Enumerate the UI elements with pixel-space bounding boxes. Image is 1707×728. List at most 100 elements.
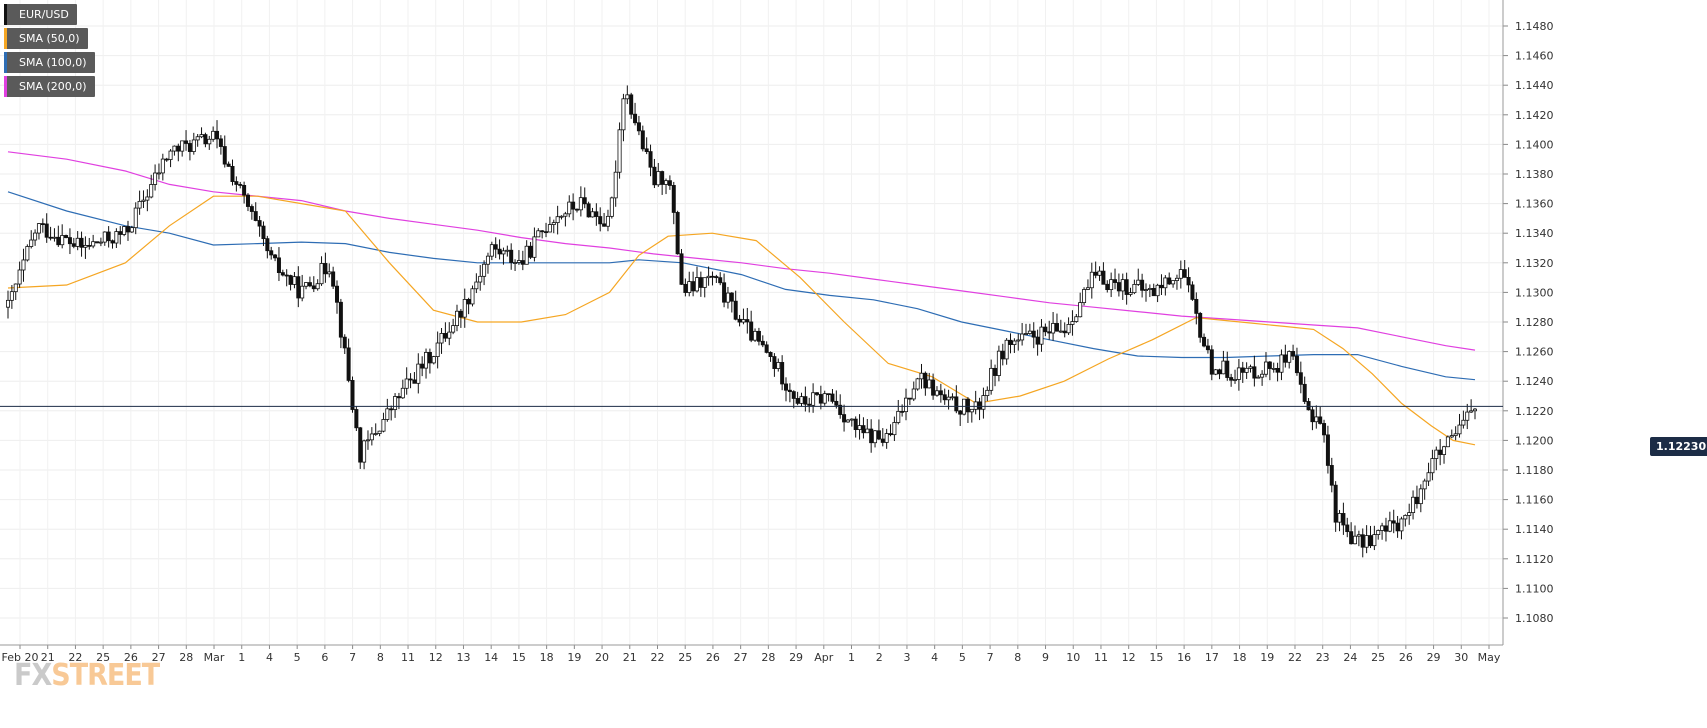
- y-tick-label: 1.1440: [1515, 79, 1554, 92]
- y-tick-label: 1.1120: [1515, 553, 1554, 566]
- candle-body: [1411, 496, 1416, 514]
- candle-body: [555, 216, 560, 224]
- candle-body: [133, 207, 138, 229]
- candle-body: [207, 138, 212, 145]
- legend-item-sma200[interactable]: SMA (200,0): [4, 76, 95, 97]
- candle-body: [110, 240, 115, 244]
- x-tick-label: Apr: [814, 651, 834, 664]
- candle-body: [338, 301, 343, 338]
- candle-body: [706, 275, 711, 279]
- candle-body: [273, 254, 278, 259]
- candle-body: [1023, 333, 1028, 335]
- candle-body: [869, 428, 874, 444]
- candle-body: [226, 163, 231, 167]
- x-tick-label: 22: [650, 651, 664, 664]
- candle-body: [400, 387, 405, 399]
- candle-body: [323, 263, 328, 275]
- candle-body: [427, 352, 432, 364]
- candle-body: [520, 260, 525, 265]
- sma-path: [7, 191, 1476, 381]
- legend-swatch: [4, 76, 7, 97]
- legend-label: EUR/USD: [19, 8, 69, 21]
- candle-body: [1430, 458, 1435, 474]
- candle-body: [493, 244, 498, 250]
- candle-body: [784, 383, 789, 391]
- legend-item-sma50[interactable]: SMA (50,0): [4, 28, 88, 49]
- candle-body: [931, 379, 936, 396]
- candle-body: [807, 403, 812, 406]
- x-tick-label: 26: [124, 651, 138, 664]
- candle-body: [44, 223, 49, 238]
- candle-body: [280, 272, 285, 276]
- x-tick-label: May: [1478, 651, 1501, 664]
- candle-body: [1047, 331, 1052, 334]
- sma-100-line: [7, 191, 1476, 381]
- candle-body: [187, 143, 192, 152]
- candle-body: [1256, 376, 1261, 379]
- candle-body: [605, 215, 610, 227]
- candle-body: [582, 197, 587, 205]
- candle-body: [40, 223, 45, 225]
- candle-body: [1240, 367, 1245, 373]
- candle-body: [1291, 351, 1296, 357]
- legend-item-sma100[interactable]: SMA (100,0): [4, 52, 95, 73]
- candle-body: [958, 410, 963, 415]
- candle-body: [722, 282, 727, 303]
- candle-body: [873, 430, 878, 444]
- candle-body: [36, 223, 41, 234]
- x-tick-label: 18: [1233, 651, 1247, 664]
- candle-body: [304, 282, 309, 287]
- x-tick-label: 21: [41, 651, 55, 664]
- candle-body: [857, 425, 862, 430]
- candle-body: [114, 231, 119, 244]
- x-tick-label: 15: [512, 651, 526, 664]
- x-tick-label: 5: [959, 651, 966, 664]
- candle-body: [822, 393, 827, 404]
- candle-body: [900, 410, 905, 413]
- y-tick-label: 1.1320: [1515, 257, 1554, 270]
- candle-body: [981, 395, 986, 410]
- candle-body: [164, 158, 169, 161]
- candle-body: [1202, 336, 1207, 347]
- x-tick-label: 3: [903, 651, 910, 664]
- candle-body: [137, 200, 142, 209]
- candle-body: [1395, 522, 1400, 532]
- x-tick-label: 29: [1427, 651, 1441, 664]
- candle-body: [369, 433, 374, 441]
- candle-body: [528, 245, 533, 258]
- candle-body: [1287, 351, 1292, 363]
- candle-body: [1244, 367, 1249, 373]
- candle-body: [989, 367, 994, 391]
- candle-body: [586, 203, 591, 218]
- candle-body: [861, 425, 866, 434]
- y-tick-label: 1.1360: [1515, 198, 1554, 211]
- legend-item-eurusd[interactable]: EUR/USD: [4, 4, 77, 25]
- candle-body: [335, 285, 340, 303]
- candle-body: [621, 98, 626, 131]
- candle-body: [257, 220, 262, 227]
- x-tick-label: 21: [623, 651, 637, 664]
- candle-body: [1140, 279, 1145, 291]
- candle-body: [1155, 284, 1160, 297]
- candle-body: [1383, 525, 1388, 532]
- x-tick-label: 18: [540, 651, 554, 664]
- candle-body: [892, 422, 897, 436]
- x-tick-label: 1: [238, 651, 245, 664]
- candle-body: [129, 227, 134, 233]
- candle-body: [768, 352, 773, 357]
- x-tick-label: 7: [987, 651, 994, 664]
- candle-body: [1213, 369, 1218, 375]
- x-tick-label: 4: [931, 651, 938, 664]
- candle-body: [946, 396, 951, 401]
- candle-body: [64, 235, 69, 238]
- candle-body: [590, 211, 595, 218]
- x-tick-label: 23: [1316, 651, 1330, 664]
- candle-body: [729, 292, 734, 302]
- y-tick-label: 1.1200: [1515, 434, 1554, 447]
- candle-body: [17, 269, 22, 285]
- sma-path: [7, 151, 1476, 351]
- candle-body: [455, 310, 460, 327]
- y-tick-label: 1.1480: [1515, 20, 1554, 33]
- legend: EUR/USD SMA (50,0) SMA (100,0) SMA (200,…: [4, 4, 95, 100]
- candle-body: [1035, 336, 1040, 345]
